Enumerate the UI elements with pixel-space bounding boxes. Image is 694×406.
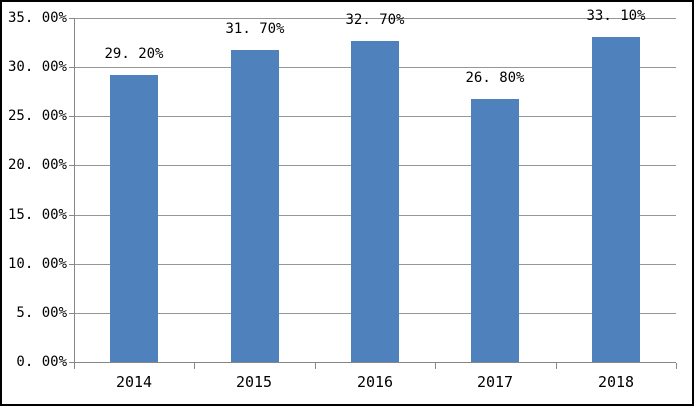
x-axis-category-label: 2014 <box>115 373 153 391</box>
x-axis-tick <box>194 363 195 369</box>
x-axis-tick <box>74 363 75 369</box>
x-axis-tick <box>435 363 436 369</box>
y-axis-tick-label: 35. 00% <box>7 10 67 26</box>
y-axis-tick <box>69 165 74 166</box>
x-axis-tick <box>676 363 677 369</box>
bar-data-label: 33. 10% <box>586 8 646 24</box>
y-axis-tick-label: 5. 00% <box>16 305 67 321</box>
y-axis-tick-label: 25. 00% <box>7 108 67 124</box>
bar-2014 <box>110 75 158 362</box>
y-axis-tick <box>69 18 74 19</box>
bar-data-label: 31. 70% <box>225 21 285 37</box>
bar-2015 <box>231 50 279 362</box>
y-gridline <box>74 18 676 19</box>
x-axis-tick <box>315 363 316 369</box>
x-axis-tick <box>556 363 557 369</box>
y-axis-tick-label: 10. 00% <box>7 256 67 272</box>
bar-2018 <box>592 37 640 362</box>
bar-data-label: 32. 70% <box>345 12 405 28</box>
x-axis-category-label: 2015 <box>235 373 273 391</box>
y-axis-tick <box>69 264 74 265</box>
y-axis-tick <box>69 313 74 314</box>
x-axis-category-label: 2018 <box>597 373 635 391</box>
x-axis-category-label: 2017 <box>476 373 514 391</box>
y-axis-line <box>74 18 75 363</box>
x-axis-line <box>74 362 676 363</box>
y-axis-tick-label: 0. 00% <box>16 354 67 370</box>
y-axis-tick-label: 30. 00% <box>7 59 67 75</box>
y-axis-tick-label: 15. 00% <box>7 207 67 223</box>
bar-data-label: 29. 20% <box>104 46 164 62</box>
bar-2016 <box>351 41 399 362</box>
y-axis-tick <box>69 116 74 117</box>
y-axis-tick <box>69 362 74 363</box>
y-axis-tick <box>69 215 74 216</box>
bar-2017 <box>471 99 519 362</box>
y-axis-tick <box>69 67 74 68</box>
x-axis-category-label: 2016 <box>356 373 394 391</box>
y-axis-tick-label: 20. 00% <box>7 157 67 173</box>
bar-data-label: 26. 80% <box>465 70 525 86</box>
